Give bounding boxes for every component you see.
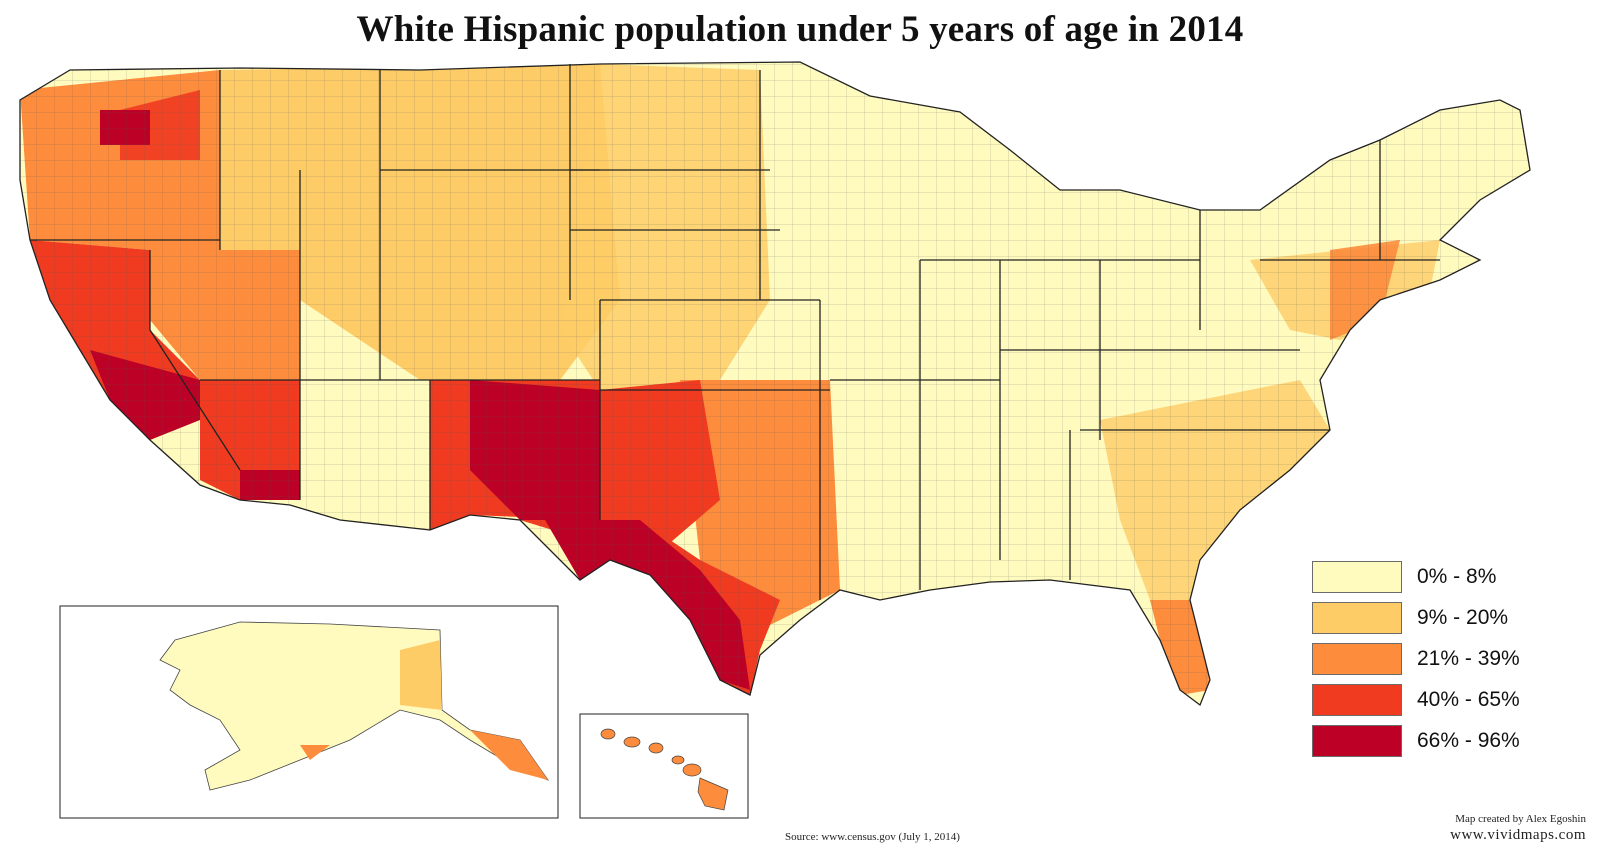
website-link[interactable]: www.vividmaps.com — [1450, 827, 1586, 843]
state-boundaries — [19, 61, 1531, 706]
alaska-shape — [159, 621, 550, 791]
legend-swatch — [1312, 601, 1402, 634]
alaska-peninsula — [300, 745, 330, 760]
legend-item: 9% - 20% — [1312, 597, 1562, 638]
legend-label: 40% - 65% — [1417, 687, 1520, 711]
legend-swatch — [1312, 724, 1402, 757]
credit-text: Map created by Alex Egoshin — [1455, 813, 1586, 825]
page-title: White Hispanic population under 5 years … — [356, 9, 1244, 50]
legend-label: 9% - 20% — [1417, 605, 1509, 629]
hawaii-islands — [600, 728, 729, 811]
legend-swatch — [1312, 642, 1402, 675]
legend-item: 21% - 39% — [1312, 638, 1562, 679]
alaska-southeast — [400, 640, 442, 710]
source-note: Source: www.census.gov (July 1, 2014) — [785, 831, 960, 843]
legend-label: 0% - 8% — [1417, 564, 1497, 588]
credit-block: Map created by Alex Egoshin www.vividmap… — [1450, 813, 1586, 844]
legend-label: 21% - 39% — [1417, 646, 1520, 670]
legend-label: 66% - 96% — [1417, 728, 1520, 752]
alaska-panhandle — [470, 730, 548, 780]
legend-swatch — [1312, 560, 1402, 593]
legend-swatch — [1312, 683, 1402, 716]
legend-item: 40% - 65% — [1312, 679, 1562, 720]
legend-item: 66% - 96% — [1312, 720, 1562, 761]
legend: 0% - 8% 9% - 20% 21% - 39% 40% - 65% 66%… — [1312, 556, 1562, 761]
legend-item: 0% - 8% — [1312, 556, 1562, 597]
